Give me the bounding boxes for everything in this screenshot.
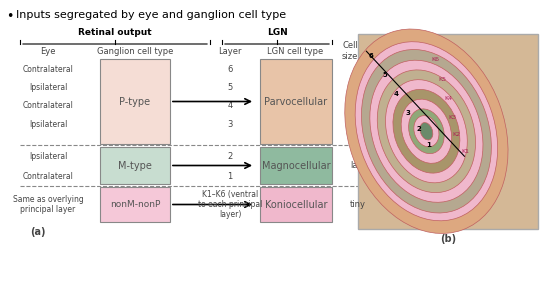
Text: Contralateral: Contralateral xyxy=(23,101,73,110)
Text: Koniocellular: Koniocellular xyxy=(265,199,327,210)
FancyBboxPatch shape xyxy=(100,187,170,222)
Text: LGN cell type: LGN cell type xyxy=(267,47,323,55)
FancyBboxPatch shape xyxy=(100,59,170,144)
Ellipse shape xyxy=(420,123,433,140)
Ellipse shape xyxy=(408,109,444,154)
Ellipse shape xyxy=(393,89,460,173)
Text: Ipsilateral: Ipsilateral xyxy=(29,151,67,160)
FancyBboxPatch shape xyxy=(358,34,538,229)
Text: 2: 2 xyxy=(416,126,421,132)
Text: Layer: Layer xyxy=(218,47,242,55)
Text: K5: K5 xyxy=(438,77,447,82)
Text: 1: 1 xyxy=(426,142,431,148)
FancyBboxPatch shape xyxy=(260,187,332,222)
Ellipse shape xyxy=(414,116,439,147)
Text: 3: 3 xyxy=(406,110,411,116)
Text: tiny: tiny xyxy=(350,200,366,209)
Ellipse shape xyxy=(355,42,497,221)
Ellipse shape xyxy=(377,70,475,193)
Text: K3: K3 xyxy=(448,115,457,120)
Text: LGN: LGN xyxy=(267,28,288,37)
Text: 5: 5 xyxy=(227,82,232,91)
Text: 5: 5 xyxy=(382,72,387,78)
Text: K1: K1 xyxy=(461,149,469,154)
Text: (a): (a) xyxy=(30,227,45,237)
Text: K6: K6 xyxy=(432,57,439,62)
Text: Ganglion cell type: Ganglion cell type xyxy=(97,47,173,55)
FancyBboxPatch shape xyxy=(260,147,332,184)
Text: Magnocellular: Magnocellular xyxy=(262,160,330,170)
Text: 6: 6 xyxy=(369,53,374,59)
Text: Ipsilateral: Ipsilateral xyxy=(29,120,67,128)
Text: Same as overlying
principal layer: Same as overlying principal layer xyxy=(13,195,83,214)
Text: Eye: Eye xyxy=(40,47,56,55)
FancyBboxPatch shape xyxy=(100,147,170,184)
Text: 6: 6 xyxy=(227,64,233,74)
Ellipse shape xyxy=(370,60,483,202)
Text: 4: 4 xyxy=(227,101,232,110)
Text: (b): (b) xyxy=(440,234,456,244)
Text: 2: 2 xyxy=(227,151,232,160)
Text: •: • xyxy=(6,10,13,23)
Text: small: small xyxy=(350,97,373,106)
Text: M-type: M-type xyxy=(118,160,152,170)
Text: 1: 1 xyxy=(227,172,232,181)
Text: Contralateral: Contralateral xyxy=(23,172,73,181)
Text: nonM-nonP: nonM-nonP xyxy=(110,200,160,209)
Text: Ipsilateral: Ipsilateral xyxy=(29,82,67,91)
Text: 4: 4 xyxy=(394,91,399,97)
Text: K4: K4 xyxy=(444,96,453,101)
Text: Parvocellular: Parvocellular xyxy=(264,97,327,106)
Text: K2: K2 xyxy=(453,132,460,137)
Ellipse shape xyxy=(345,29,508,233)
Text: K1–K6 (ventral
to each principal
layer): K1–K6 (ventral to each principal layer) xyxy=(198,190,262,220)
FancyBboxPatch shape xyxy=(260,59,332,144)
Text: large: large xyxy=(350,161,371,170)
Text: P-type: P-type xyxy=(119,97,151,106)
Ellipse shape xyxy=(401,99,452,163)
Text: Cell
size: Cell size xyxy=(342,41,358,61)
Text: Retinal output: Retinal output xyxy=(78,28,152,37)
Ellipse shape xyxy=(362,49,491,213)
Text: Inputs segregated by eye and ganglion cell type: Inputs segregated by eye and ganglion ce… xyxy=(16,10,286,20)
Ellipse shape xyxy=(385,80,468,183)
Text: Contralateral: Contralateral xyxy=(23,64,73,74)
Text: 3: 3 xyxy=(227,120,233,128)
